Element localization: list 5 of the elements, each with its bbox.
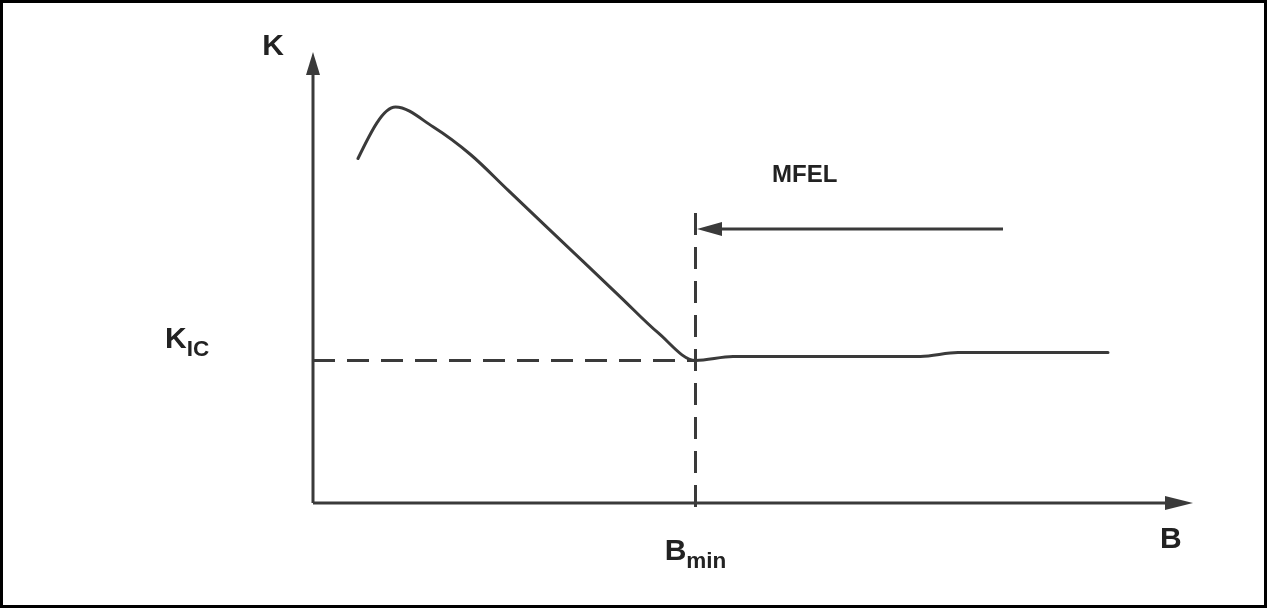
y-axis-title: K xyxy=(262,28,285,61)
x-axis-title: B xyxy=(1160,521,1182,554)
annotation: MFEL xyxy=(772,160,838,187)
text: B$_{min}$ xyxy=(664,533,727,574)
ref-line-label: K$_{IC}$ xyxy=(165,321,210,362)
